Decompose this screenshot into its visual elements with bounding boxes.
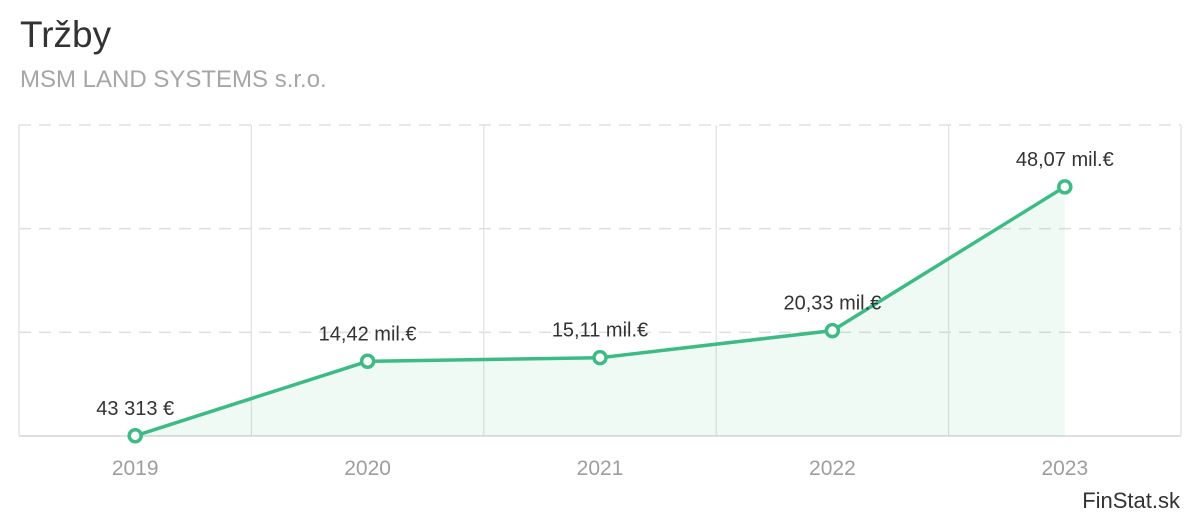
data-point[interactable] [359,353,376,370]
x-tick-label: 2023 [1041,457,1088,480]
data-label: 20,33 mil.€ [783,293,881,315]
chart-subtitle: MSM LAND SYSTEMS s.r.o. [20,66,327,93]
brand-link[interactable]: FinStat.sk [1082,488,1180,513]
data-point[interactable] [1057,179,1073,195]
data-point[interactable] [592,349,608,366]
data-label: 43 313 € [96,398,174,420]
data-labels: 43 313 € 14,42 mil.€ 15,11 mil.€ 20,33 mil.… [96,149,1113,420]
data-label: 48,07 mil.€ [1016,149,1114,171]
x-tick-label: 2022 [809,457,856,480]
series-area [135,186,1065,436]
data-label: 15,11 mil.€ [552,320,648,342]
x-tick-label: 2019 [112,457,159,480]
grid-lines [18,124,1182,437]
x-axis-ticks: 2019 2020 2021 2022 2023 [112,457,1088,480]
data-point[interactable] [127,428,143,444]
chart-title: Tržby [20,14,112,55]
data-label: 14,42 mil.€ [319,323,417,345]
x-tick-label: 2020 [344,457,391,480]
data-point[interactable] [824,322,841,339]
x-tick-label: 2021 [577,457,624,480]
series-points [127,179,1073,444]
